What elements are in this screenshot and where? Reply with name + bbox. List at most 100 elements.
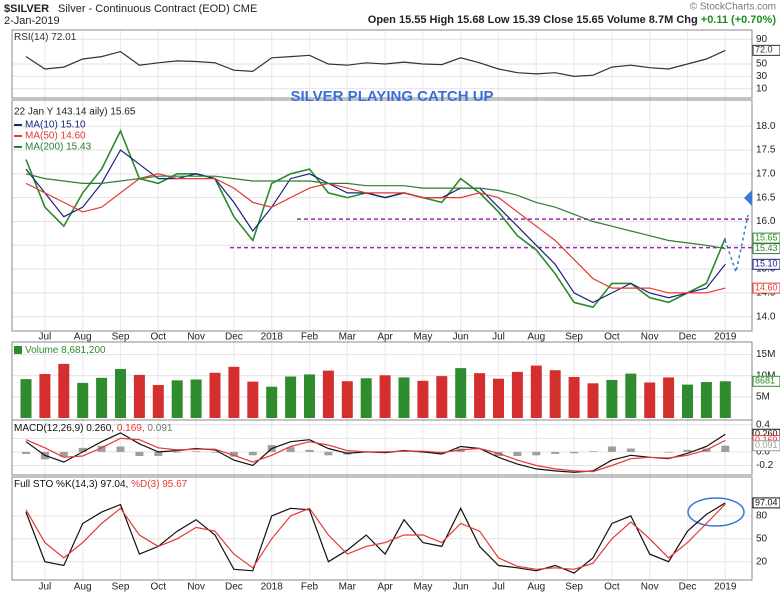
bar <box>530 365 542 418</box>
value-tag-label: 15.10 <box>755 259 778 269</box>
sto-panel <box>11 476 753 581</box>
bar <box>532 451 541 456</box>
bar <box>97 445 106 452</box>
bar <box>417 380 429 418</box>
x-tick-label: May <box>413 582 432 593</box>
x-tick-label: Jul <box>39 582 52 593</box>
date: 2-Jan-2019 <box>4 15 60 27</box>
value-tag-label: 15.43 <box>755 243 778 253</box>
bar <box>719 381 731 418</box>
value-tag-label: 97.04 <box>755 497 778 507</box>
x-tick-label: Jul <box>492 332 505 343</box>
bar <box>324 451 333 456</box>
value-tag <box>752 243 780 255</box>
bar <box>135 451 144 456</box>
bar <box>77 382 89 418</box>
bar <box>721 445 730 452</box>
y-tick-label: 14.0 <box>756 311 776 322</box>
series-line <box>25 503 726 570</box>
series-line <box>25 173 726 250</box>
bar <box>211 451 219 453</box>
bar <box>39 374 51 418</box>
bar <box>379 375 391 418</box>
x-tick-label: Feb <box>301 332 319 343</box>
value-tag <box>752 44 780 56</box>
bar <box>116 446 125 452</box>
bar <box>154 451 163 456</box>
series-line <box>25 437 726 473</box>
legend-label: MACD(12,26,9) 0.260, <box>14 423 117 434</box>
bar <box>663 377 675 418</box>
bar <box>587 383 599 418</box>
legend: RSI(14) 72.01 <box>14 32 77 43</box>
x-tick-label: Sep <box>112 332 130 343</box>
bar <box>341 381 353 418</box>
bar <box>398 377 410 418</box>
x-tick-label: Sep <box>565 332 583 343</box>
y-tick-label: 17.5 <box>756 145 776 156</box>
bar <box>664 451 673 453</box>
bar <box>152 385 164 418</box>
y-tick-label: 10 <box>756 83 768 94</box>
bar <box>285 376 297 418</box>
x-tick-label: Nov <box>187 582 205 593</box>
bar <box>570 451 579 454</box>
y-tick-label: 90 <box>756 34 768 45</box>
x-tick-label: Oct <box>604 582 620 593</box>
bar <box>626 448 635 452</box>
legend-label: MA(50) 14.60 <box>25 131 86 142</box>
y-tick-label: 5M <box>756 391 770 402</box>
legend: Full STO %K(14,3) 97.04, %D(3) 95.67 <box>14 479 188 490</box>
legend-label: RSI(14) 72.01 <box>14 32 77 43</box>
annotation: SILVER PLAYING CATCH UP <box>290 88 493 105</box>
bar <box>247 381 259 418</box>
x-tick-label: Dec <box>225 332 243 343</box>
bar <box>115 368 126 418</box>
value-tag-label: 0.169 <box>755 435 778 445</box>
bar <box>173 451 182 453</box>
bar <box>513 451 522 456</box>
x-tick-label: 2019 <box>714 332 737 343</box>
bar <box>171 380 183 418</box>
series-line <box>25 149 726 304</box>
bar <box>192 451 201 452</box>
bar <box>683 449 692 452</box>
bar <box>209 372 221 418</box>
x-tick-label: Jun <box>453 332 469 343</box>
bar <box>190 379 202 418</box>
y-tick-label: 17.0 <box>756 168 776 179</box>
value-tag-label: 15.65 <box>755 232 778 242</box>
bar <box>568 376 580 418</box>
y-tick-label: 80 <box>756 511 768 522</box>
bar <box>133 374 145 418</box>
legend: Volume 8,681,200 <box>25 345 106 356</box>
x-tick-label: Dec <box>225 582 243 593</box>
value-tag-label: 14.60 <box>755 283 778 293</box>
y-tick-label: 0.0 <box>756 447 770 458</box>
bar <box>625 373 637 418</box>
value-tag-label: 8681 <box>755 376 775 386</box>
x-tick-label: Oct <box>151 332 167 343</box>
value-tag <box>752 258 780 270</box>
rsi-panel <box>11 29 753 99</box>
x-tick-label: Sep <box>112 582 130 593</box>
x-tick-label: Dec <box>679 332 697 343</box>
x-tick-label: Nov <box>641 582 659 593</box>
y-tick-label: 15M <box>756 349 775 360</box>
value-tag <box>752 497 780 509</box>
bar <box>607 446 616 452</box>
y-tick-label: 30 <box>756 71 768 82</box>
bar <box>228 366 240 418</box>
bar <box>22 451 30 454</box>
value-tag <box>752 282 780 294</box>
bar <box>286 447 295 452</box>
bar <box>248 451 257 456</box>
bar <box>606 379 618 418</box>
bar <box>589 451 597 452</box>
bar <box>58 363 70 418</box>
bar <box>59 451 68 457</box>
x-tick-label: Aug <box>74 332 92 343</box>
bar <box>322 370 334 418</box>
bar <box>700 382 712 418</box>
